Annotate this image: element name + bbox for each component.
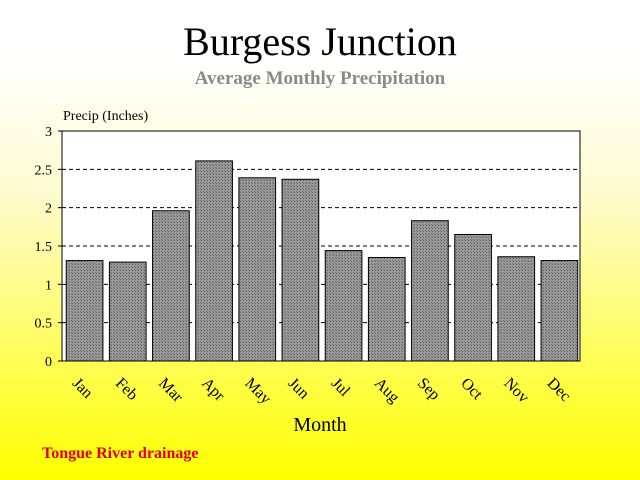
bar-oct: [454, 234, 492, 362]
x-tick-label: Nov: [500, 375, 532, 407]
x-tick-label: Sep: [414, 375, 443, 404]
x-tick-label: Mar: [155, 375, 186, 406]
x-axis-label: Month: [293, 414, 347, 436]
y-tick-label: 1.5: [35, 240, 53, 255]
y-tick-label: 2: [45, 202, 52, 217]
bar-apr: [195, 160, 233, 362]
bar-aug: [367, 257, 406, 362]
x-tick-label: Jul: [328, 375, 354, 401]
y-tick-label: 3: [45, 125, 52, 140]
x-tick-label: Aug: [371, 375, 403, 407]
y-tick-label: 2.5: [35, 163, 53, 178]
bar-dec: [540, 260, 579, 362]
bar-nov: [497, 256, 536, 362]
bar-feb: [108, 261, 147, 362]
y-axis-label: Precip (Inches): [63, 109, 149, 124]
y-tick-label: 0: [45, 355, 52, 370]
y-tick-label: 1: [45, 278, 52, 293]
x-tick-label: May: [241, 375, 274, 408]
bar-may: [238, 177, 277, 362]
chart-subtitle: Average Monthly Precipitation: [194, 68, 446, 89]
y-tick-label: 0.5: [35, 317, 53, 332]
bar-sep: [411, 220, 449, 362]
x-tick-label: Jun: [285, 375, 313, 403]
bar-jan: [65, 260, 104, 362]
footnote: Tongue River drainage: [42, 445, 199, 462]
chart-title: Burgess Junction: [183, 19, 457, 64]
x-tick-label: Oct: [457, 375, 486, 404]
x-tick-label: Dec: [544, 375, 574, 405]
bar-jul: [324, 250, 363, 362]
bar-mar: [152, 210, 190, 362]
x-tick-label: Apr: [198, 375, 228, 405]
x-tick-label: Jan: [69, 375, 96, 402]
bar-jun: [281, 178, 320, 362]
x-tick-label: Feb: [112, 375, 141, 404]
